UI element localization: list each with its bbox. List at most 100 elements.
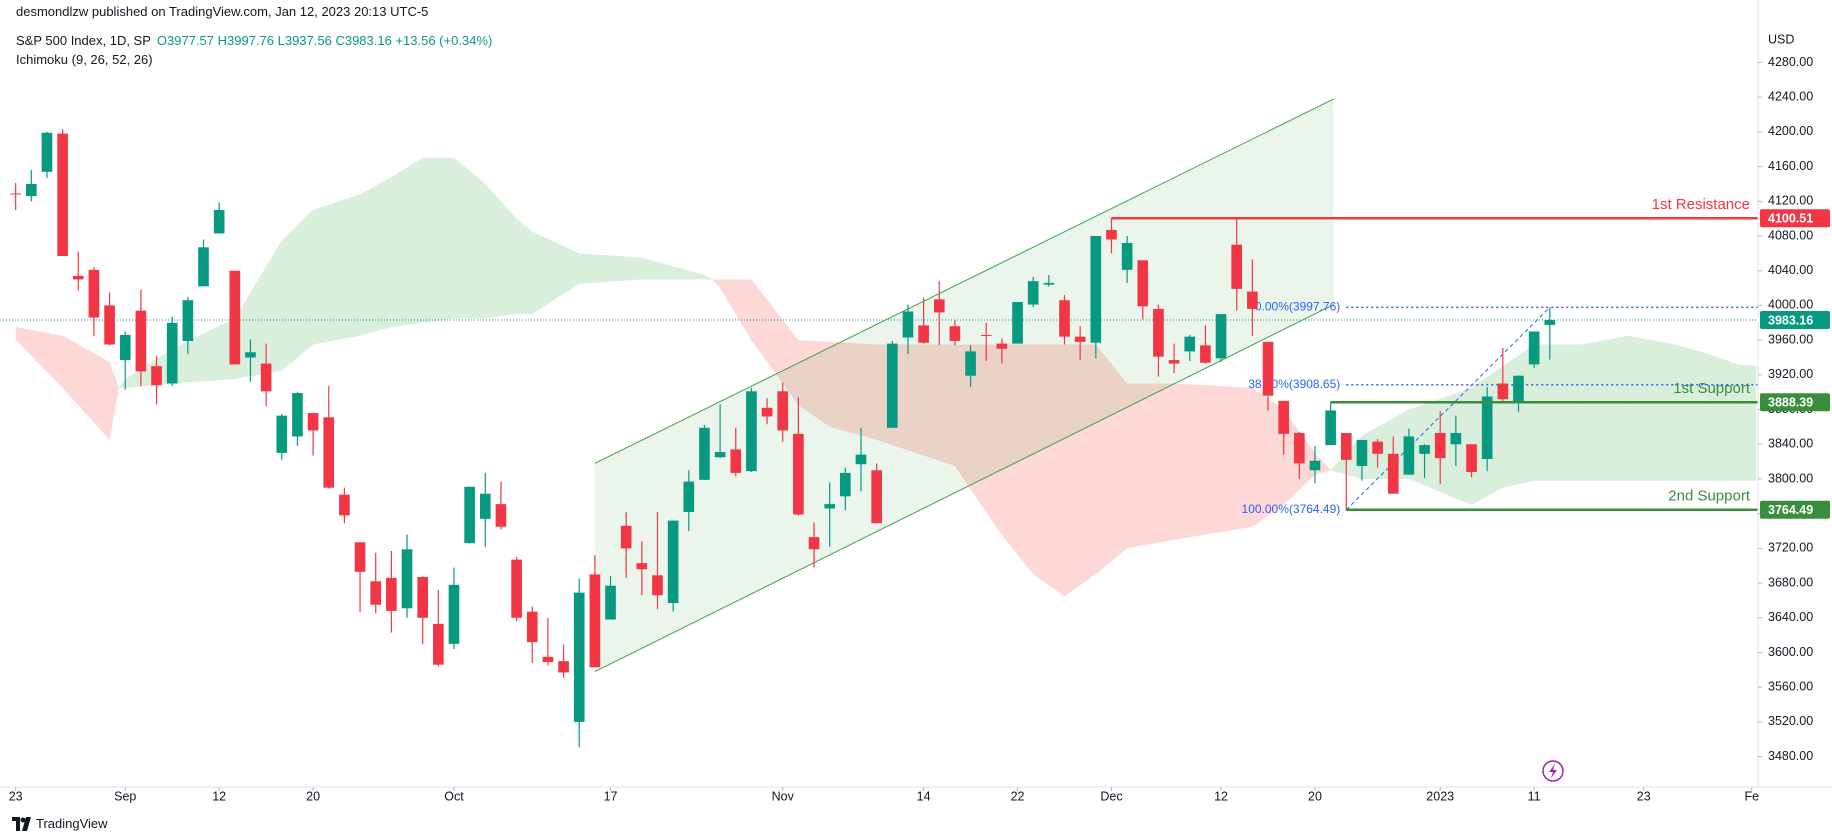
candle-body	[1200, 345, 1211, 363]
fib-label: 38.20%(3908.65)	[1248, 377, 1340, 391]
y-tick-label: 3720.00	[1768, 541, 1813, 555]
candle-body	[57, 133, 68, 256]
price-tag	[1760, 500, 1830, 519]
ichimoku-cloud	[751, 279, 799, 406]
channel-line	[594, 98, 1334, 464]
candle-body	[1325, 410, 1336, 446]
ichimoku-cloud	[422, 157, 454, 323]
candle-body	[370, 581, 382, 605]
y-tick-label: 4040.00	[1768, 263, 1813, 277]
x-tick-label: 22	[1011, 789, 1025, 803]
candle-body	[495, 504, 507, 527]
candle-body	[777, 391, 789, 431]
candle-body	[276, 415, 288, 453]
candle-body	[605, 585, 616, 620]
x-tick-label: 12	[212, 789, 226, 803]
price-tag-label: 3764.49	[1768, 503, 1813, 517]
candle-body	[1278, 400, 1289, 434]
candle-body	[307, 413, 319, 431]
candle-body	[479, 493, 491, 519]
ichimoku-cloud	[62, 335, 110, 440]
candle-body	[793, 433, 804, 515]
x-tick-label: 20	[1308, 789, 1322, 803]
candle-body	[354, 542, 366, 572]
ichimoku-cloud	[1252, 387, 1284, 527]
candle-body	[292, 393, 303, 437]
ichimoku-cloud	[453, 157, 486, 319]
candle-body	[699, 427, 710, 480]
x-tick-label: Fe	[1744, 789, 1759, 803]
level-label: 2nd Support	[1668, 488, 1751, 505]
candle-body	[1137, 260, 1149, 307]
candle-body	[980, 334, 992, 336]
ichimoku-cloud	[1127, 383, 1175, 549]
candle-body	[229, 270, 241, 365]
candle-body	[10, 193, 21, 195]
ichimoku-cloud	[704, 275, 713, 280]
candle-body	[182, 300, 194, 342]
candle-body	[1074, 336, 1086, 342]
candle-body	[41, 132, 53, 172]
candle-body	[1497, 383, 1509, 400]
fib-label: 100.00%(3764.49)	[1242, 502, 1341, 516]
candle-body	[1153, 308, 1164, 357]
candle-body	[573, 592, 585, 722]
candle-body	[260, 363, 272, 392]
candle-body	[808, 537, 820, 550]
candle-body	[464, 486, 475, 544]
level-label: 1st Resistance	[1652, 196, 1750, 213]
ichimoku-cloud	[798, 340, 830, 427]
ichimoku-cloud	[720, 279, 752, 341]
ichimoku-cloud	[532, 231, 580, 315]
ichimoku-cloud	[1628, 335, 1676, 481]
y-tick-label: 3920.00	[1768, 367, 1813, 381]
brand: TradingView	[36, 816, 108, 831]
candle-body	[855, 454, 867, 465]
y-tick-label: 3560.00	[1768, 680, 1813, 694]
candle-body	[1184, 336, 1196, 352]
candle-body	[667, 520, 679, 604]
y-tick-label: 4000.00	[1768, 298, 1813, 312]
candle-body	[620, 525, 632, 549]
price-tag	[1760, 393, 1830, 412]
candle-body	[198, 247, 209, 287]
y-tick-label: 4280.00	[1768, 55, 1813, 69]
y-tick-label: 3800.00	[1768, 471, 1813, 485]
ichimoku-cloud	[516, 218, 533, 315]
alert-icon	[1542, 760, 1564, 782]
candle-body	[1372, 441, 1383, 454]
candle-body	[652, 575, 663, 596]
price-tag-label: 4100.51	[1768, 212, 1813, 226]
candle-body	[1434, 432, 1446, 459]
ichimoku-cloud	[391, 157, 423, 328]
channel-line	[594, 304, 1334, 673]
x-tick-label: 23	[1637, 789, 1651, 803]
ichimoku-cloud	[1675, 344, 1707, 481]
ichimoku-cloud	[1095, 344, 1128, 575]
ichimoku-cloud	[485, 183, 517, 319]
candle-body	[417, 577, 428, 618]
candle-body	[135, 310, 147, 372]
candle-body	[1106, 229, 1117, 240]
candle-body	[1168, 360, 1180, 364]
candle-body	[1262, 341, 1274, 396]
candle-body	[840, 472, 851, 497]
candle-body	[636, 563, 648, 570]
x-tick-label: 12	[1214, 789, 1228, 803]
symbol-title: S&P 500 Index, 1D, SP	[16, 33, 151, 48]
price-tag-label: 3983.16	[1768, 313, 1813, 327]
y-tick-label: 4200.00	[1768, 124, 1813, 138]
ichimoku-cloud	[1737, 364, 1757, 481]
candle-body	[1419, 445, 1430, 454]
ichimoku-cloud	[1001, 344, 1034, 575]
published: desmondlzw published on TradingView.com,…	[16, 4, 429, 19]
x-tick-label: 17	[604, 789, 618, 803]
candle-body	[1340, 432, 1352, 460]
ichimoku-cloud	[1361, 409, 1409, 479]
ohlc-values: O3977.57 H3997.76 L3937.56 C3983.16 +13.…	[156, 33, 493, 48]
candle-body	[72, 275, 84, 280]
fib-label: 0.00%(3997.76)	[1255, 300, 1340, 314]
candle-body	[1247, 291, 1258, 309]
